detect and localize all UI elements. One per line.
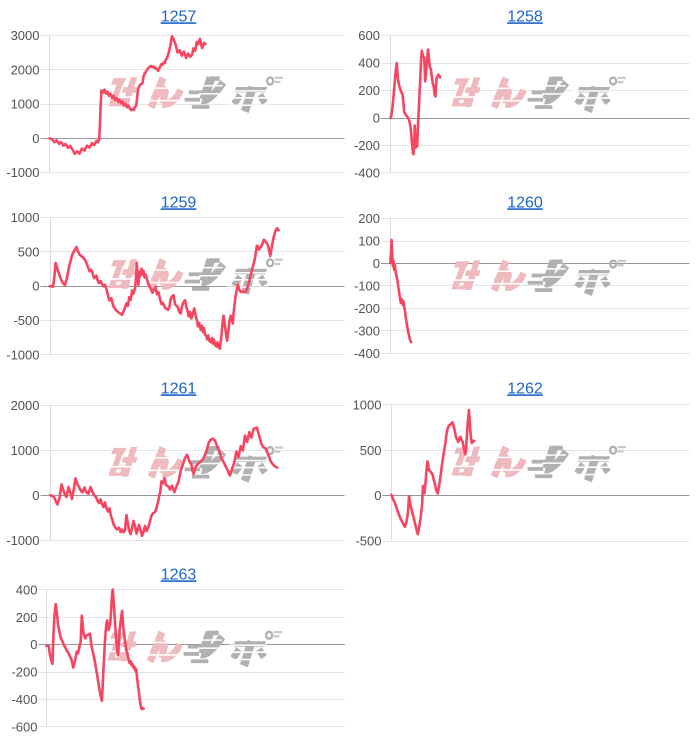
svg-text:-1000: -1000 — [6, 165, 39, 180]
svg-text:500: 500 — [360, 443, 382, 458]
svg-text:200: 200 — [358, 211, 380, 226]
svg-text:0: 0 — [32, 131, 39, 146]
svg-text:0: 0 — [373, 256, 380, 271]
svg-text:1261: 1261 — [161, 380, 197, 397]
svg-text:-400: -400 — [354, 166, 380, 181]
svg-text:2000: 2000 — [11, 398, 40, 413]
svg-text:1259: 1259 — [161, 194, 197, 211]
svg-text:-500: -500 — [355, 534, 381, 549]
svg-text:0: 0 — [373, 111, 380, 126]
svg-text:-1000: -1000 — [6, 533, 39, 548]
svg-text:1257: 1257 — [161, 8, 197, 25]
svg-text:1258: 1258 — [507, 8, 543, 25]
svg-text:-300: -300 — [354, 323, 380, 338]
svg-text:-1000: -1000 — [6, 347, 39, 362]
svg-text:0: 0 — [374, 488, 381, 503]
svg-text:600: 600 — [358, 28, 380, 43]
svg-text:400: 400 — [358, 56, 380, 71]
svg-text:-200: -200 — [354, 138, 380, 153]
svg-text:1260: 1260 — [507, 194, 543, 211]
svg-text:1000: 1000 — [11, 443, 40, 458]
svg-text:200: 200 — [16, 610, 38, 625]
svg-text:-200: -200 — [354, 301, 380, 316]
svg-text:1263: 1263 — [161, 566, 197, 583]
svg-text:2000: 2000 — [11, 62, 40, 77]
svg-text:100: 100 — [358, 234, 380, 249]
svg-text:0: 0 — [32, 488, 39, 503]
svg-text:500: 500 — [18, 244, 40, 259]
svg-text:0: 0 — [30, 637, 37, 652]
svg-text:-400: -400 — [11, 692, 37, 707]
svg-text:0: 0 — [32, 279, 39, 294]
svg-text:1262: 1262 — [507, 380, 543, 397]
svg-text:-100: -100 — [354, 279, 380, 294]
svg-text:1000: 1000 — [11, 97, 40, 112]
svg-text:-500: -500 — [13, 313, 39, 328]
svg-text:1000: 1000 — [353, 397, 382, 412]
svg-text:-600: -600 — [11, 719, 37, 734]
svg-text:400: 400 — [16, 582, 38, 597]
svg-text:3000: 3000 — [11, 28, 40, 43]
svg-text:1000: 1000 — [11, 210, 40, 225]
svg-text:-200: -200 — [11, 665, 37, 680]
svg-text:200: 200 — [358, 83, 380, 98]
svg-text:-400: -400 — [354, 346, 380, 361]
